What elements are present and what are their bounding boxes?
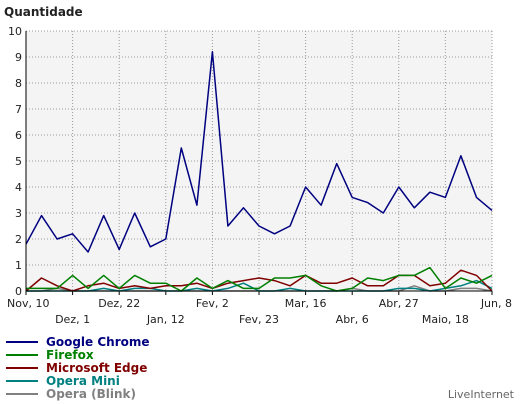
y-tick-label: 0 xyxy=(15,285,22,298)
series-line-firefox xyxy=(26,266,493,292)
y-tick-label: 10 xyxy=(8,25,22,38)
x-tick-label: Dez, 1 xyxy=(55,313,90,326)
chart-title: Quantidade xyxy=(4,5,83,19)
x-tick-label: Mar, 16 xyxy=(285,297,327,310)
x-tick-label: Abr, 27 xyxy=(379,297,419,310)
series-line-google-chrome xyxy=(25,51,493,253)
x-tick-label: Maio, 18 xyxy=(422,313,469,326)
x-tick-label: Fev, 2 xyxy=(196,297,229,310)
legend-label-firefox: Firefox xyxy=(46,348,94,362)
y-tick-label: 7 xyxy=(15,103,22,116)
x-tick-label: Jun, 8 xyxy=(480,297,512,310)
x-axis-ticks: Nov, 10 Dez, 1 Dez, 22 Jan, 12 Fev, 2 Fev, 23… xyxy=(7,291,512,326)
legend-label-opera-blink: Opera (Blink) xyxy=(46,387,136,401)
legend-label-microsoft-edge: Microsoft Edge xyxy=(46,361,147,375)
credit-label: LiveInternet xyxy=(448,388,515,401)
y-axis-ticks: 0 1 2 3 4 5 6 7 8 9 10 xyxy=(8,25,22,298)
legend-label-opera-mini: Opera Mini xyxy=(46,374,120,388)
y-tick-label: 2 xyxy=(15,233,22,246)
x-tick-label: Dez, 22 xyxy=(98,297,140,310)
y-tick-label: 4 xyxy=(15,181,22,194)
y-tick-label: 8 xyxy=(15,77,22,90)
x-tick-label: Abr, 6 xyxy=(336,313,369,326)
y-tick-label: 3 xyxy=(15,207,22,220)
legend-label-google-chrome: Google Chrome xyxy=(46,335,150,349)
y-tick-label: 9 xyxy=(15,51,22,64)
y-tick-label: 1 xyxy=(15,259,22,272)
x-tick-label: Nov, 10 xyxy=(7,297,49,310)
y-tick-label: 6 xyxy=(15,129,22,142)
y-tick-label: 5 xyxy=(15,155,22,168)
x-tick-label: Jan, 12 xyxy=(146,313,185,326)
x-tick-label: Fev, 23 xyxy=(239,313,279,326)
